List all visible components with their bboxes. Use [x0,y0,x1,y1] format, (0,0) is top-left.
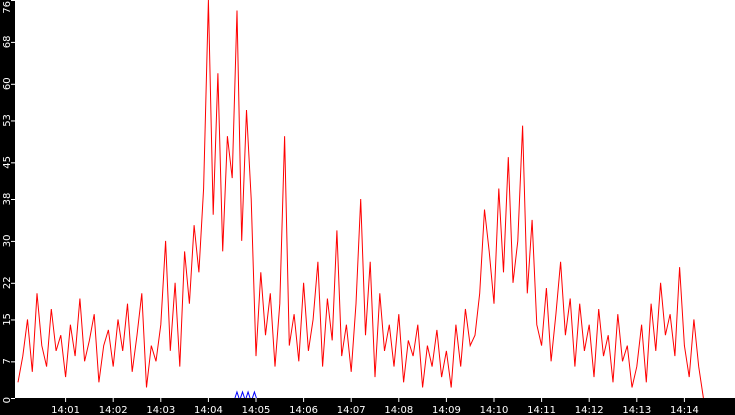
y-tick-label: 45 [2,156,13,169]
x-tick-label: 14:02 [99,405,128,415]
y-tick-label: 38 [2,193,13,206]
x-tick-label: 14:12 [575,405,604,415]
y-tick-label: 53 [2,114,13,127]
x-tick-label: 14:10 [480,405,509,415]
x-tick-label: 14:08 [384,405,413,415]
x-tick-label: 14:06 [289,405,318,415]
y-tick-label: 7 [2,358,13,364]
x-tick-label: 14:03 [146,405,175,415]
plot-area [15,0,735,398]
x-tick-label: 14:05 [242,405,271,415]
y-axis-bar [0,0,15,415]
y-tick-label: 22 [2,276,13,289]
x-tick-label: 14:11 [527,405,556,415]
y-tick-label: 15 [2,313,13,326]
x-axis-bar [0,398,735,415]
event-marker [240,390,245,399]
event-marker [251,390,257,399]
x-tick-label: 14:01 [51,405,80,415]
x-tick-label: 14:13 [622,405,651,415]
y-tick-label: 68 [2,36,13,49]
x-tick-label: 14:04 [194,405,223,415]
x-tick-label: 14:07 [337,405,366,415]
x-tick-label: 14:09 [432,405,461,415]
y-tick-label: 30 [2,235,13,248]
x-tick-label: 14:14 [670,405,699,415]
event-marker [245,390,251,399]
y-tick-label: 60 [2,77,13,90]
y-tick-label: 0 [2,397,13,403]
y-tick-label: 76 [2,1,13,14]
event-marker [234,390,240,399]
series-line [17,0,704,399]
